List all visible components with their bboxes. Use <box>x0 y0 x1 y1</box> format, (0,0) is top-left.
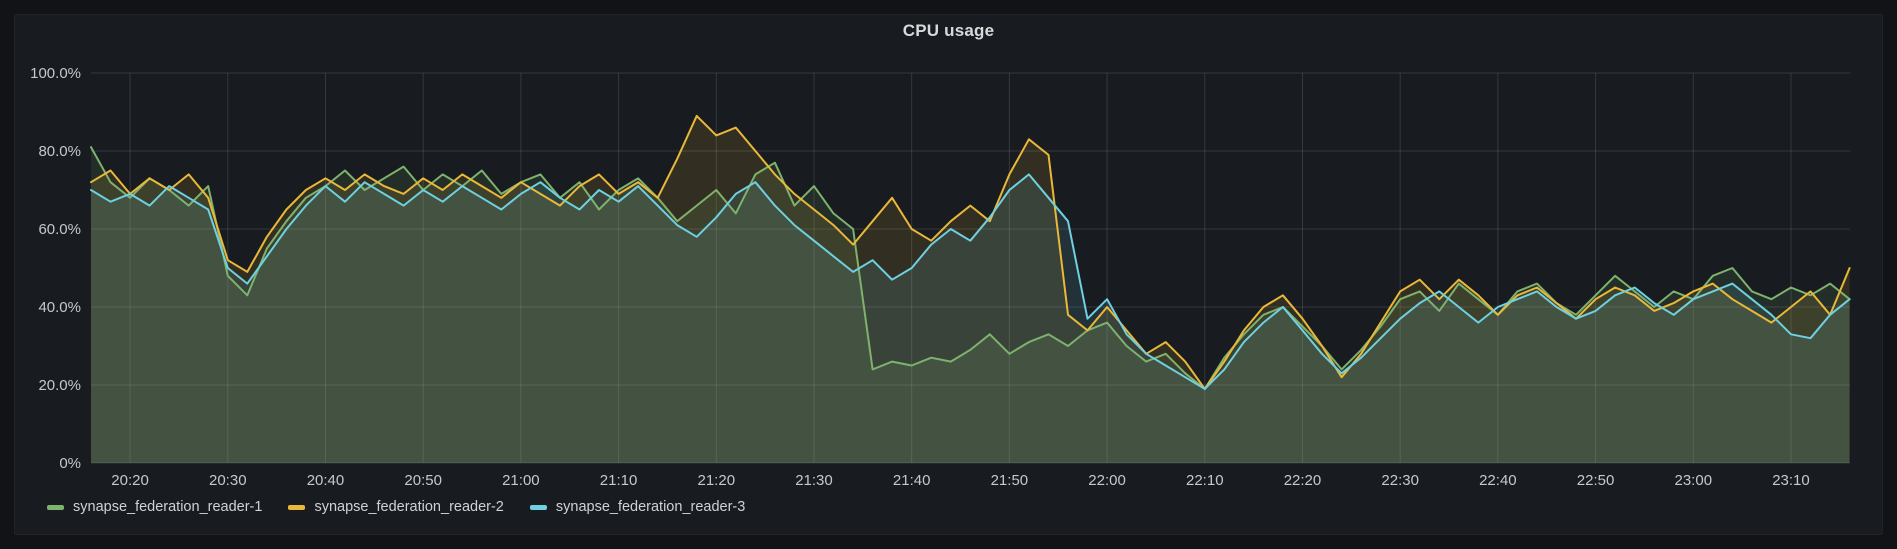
y-axis-tick-label: 60.0% <box>38 221 81 238</box>
series-fill-3 <box>91 174 1850 463</box>
y-axis-tick-label: 0% <box>59 455 81 472</box>
legend: synapse_federation_reader-1 synapse_feder… <box>47 499 1882 515</box>
panel-header: CPU usage <box>15 15 1882 47</box>
panel-title[interactable]: CPU usage <box>902 21 995 40</box>
legend-item-synapse_federation_reader-2[interactable]: synapse_federation_reader-2 <box>288 499 504 515</box>
legend-swatch-icon <box>47 504 64 510</box>
y-axis-tick-label: 40.0% <box>38 299 81 316</box>
legend-label[interactable]: synapse_federation_reader-2 <box>314 499 504 515</box>
series-fill-2 <box>91 115 1850 464</box>
legend-label[interactable]: synapse_federation_reader-3 <box>555 499 746 515</box>
legend-swatch-icon <box>288 504 306 510</box>
series-line-2 <box>90 114 1851 390</box>
x-axis-tick-label: 22:50 <box>1577 472 1615 489</box>
x-axis-tick-label: 23:00 <box>1675 472 1713 489</box>
x-axis-tick-label: 20:20 <box>111 472 149 489</box>
x-axis-tick-label: 21:00 <box>502 472 540 489</box>
x-axis-tick-label: 20:50 <box>404 472 442 489</box>
chart-area: 0% 20.0% 40.0% 60.0% 80.0% 100.0% 20:20 20:30 20… <box>15 47 1882 493</box>
legend-item-synapse_federation_reader-1[interactable]: synapse_federation_reader-1 <box>47 499 262 515</box>
x-axis-tick-label: 22:20 <box>1284 472 1322 489</box>
x-axis-tick-label: 21:10 <box>600 472 638 489</box>
series-line-3 <box>90 173 1851 390</box>
x-axis-tick-label: 22:40 <box>1479 472 1517 489</box>
x-axis-tick-label: 22:30 <box>1381 472 1419 489</box>
x-axis-tick-label: 20:30 <box>209 472 247 489</box>
legend-swatch-icon <box>529 504 547 510</box>
series-fill-1 <box>91 147 1850 463</box>
cpu-usage-chart[interactable]: 0% 20.0% 40.0% 60.0% 80.0% 100.0% 20:20 20:30 20… <box>15 47 1882 493</box>
x-axis-tick-label: 22:10 <box>1186 472 1224 489</box>
legend-item-synapse_federation_reader-3[interactable]: synapse_federation_reader-3 <box>529 499 746 515</box>
y-axis-tick-label: 100.0% <box>30 65 81 82</box>
x-axis-tick-label: 21:30 <box>795 472 833 489</box>
x-axis-tick-label: 22:00 <box>1088 472 1126 489</box>
x-axis-tick-label: 20:40 <box>307 472 345 489</box>
legend-label[interactable]: synapse_federation_reader-1 <box>73 499 263 515</box>
x-axis-tick-label: 23:10 <box>1772 472 1810 489</box>
y-axis-tick-label: 80.0% <box>38 143 81 160</box>
cpu-usage-panel: CPU usage 0% 20.0% 40.0% 60.0% 80.0% 100.0% 20… <box>14 14 1883 535</box>
x-axis-tick-label: 21:50 <box>991 472 1029 489</box>
x-axis-tick-label: 21:40 <box>893 472 931 489</box>
x-axis-tick-label: 21:20 <box>698 472 736 489</box>
y-axis-tick-label: 20.0% <box>38 377 81 394</box>
